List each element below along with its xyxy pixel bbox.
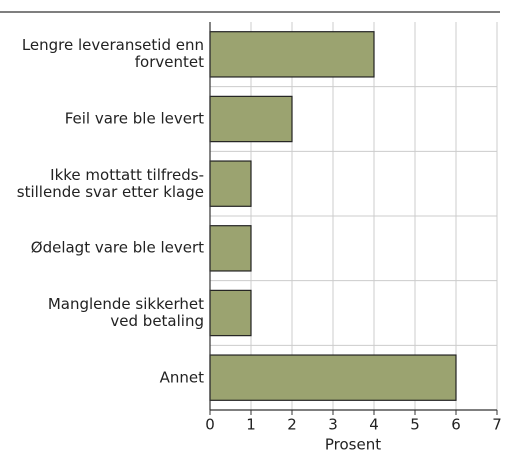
x-tick-label: 2	[287, 416, 297, 434]
x-tick-label: 6	[451, 416, 461, 434]
y-tick-label: Manglende sikkerhet ved betaling	[47, 295, 204, 330]
x-axis-label: Prosent	[325, 436, 381, 454]
x-tick-label: 3	[328, 416, 338, 434]
x-tick-label: 5	[410, 416, 420, 434]
bar	[209, 95, 293, 143]
y-tick-label: Annet	[159, 368, 204, 387]
x-tick-label: 0	[205, 416, 215, 434]
y-tick-label: Feil vare ble levert	[64, 109, 204, 128]
x-tick-label: 4	[369, 416, 379, 434]
bar	[209, 289, 252, 337]
x-tick-label: 1	[246, 416, 256, 434]
bar	[209, 160, 252, 207]
bar	[209, 225, 252, 272]
x-tick-label: 7	[492, 416, 502, 434]
y-tick-label: Ikke mottatt tilfreds- stillende svar et…	[16, 165, 204, 201]
bar	[209, 31, 375, 78]
y-tick-label: Ødelagt vare ble levert	[30, 238, 204, 257]
bar	[209, 354, 457, 401]
y-tick-label: Lengre leveransetid enn forventet	[21, 36, 204, 72]
